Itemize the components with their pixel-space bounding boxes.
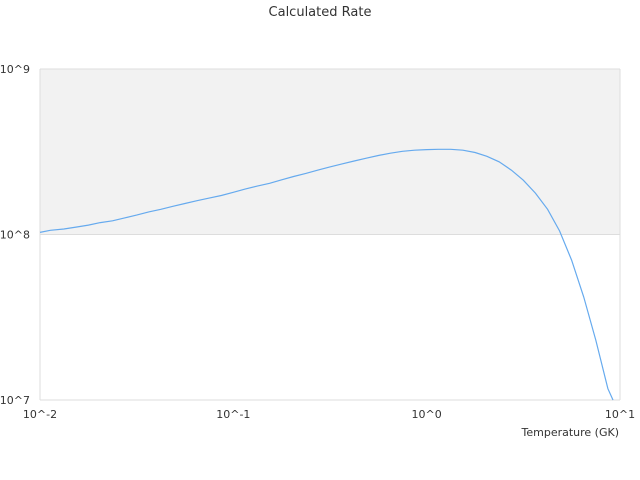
- x-tick-label: 10^-1: [216, 408, 250, 421]
- x-axis-title: Temperature (GK): [521, 426, 620, 439]
- gridlines: [39, 68, 621, 401]
- tick-labels: 10^-2 10^-1 10^0 10^1 10^7 10^8 10^9: [0, 63, 635, 421]
- x-tick-label: 10^0: [412, 408, 442, 421]
- y-tick-label: 10^8: [0, 229, 30, 242]
- x-tick-label: 10^-2: [23, 408, 57, 421]
- y-tick-label: 10^9: [0, 63, 30, 76]
- plot-band: [40, 234, 620, 400]
- series-group: [39, 148, 614, 401]
- series-line-0: [39, 148, 614, 401]
- chart-title: Calculated Rate: [269, 5, 372, 20]
- y-tick-label: 10^7: [0, 394, 30, 407]
- plot-band: [40, 69, 620, 235]
- x-tick-label: 10^1: [605, 408, 635, 421]
- plot-background-bands: [40, 69, 620, 400]
